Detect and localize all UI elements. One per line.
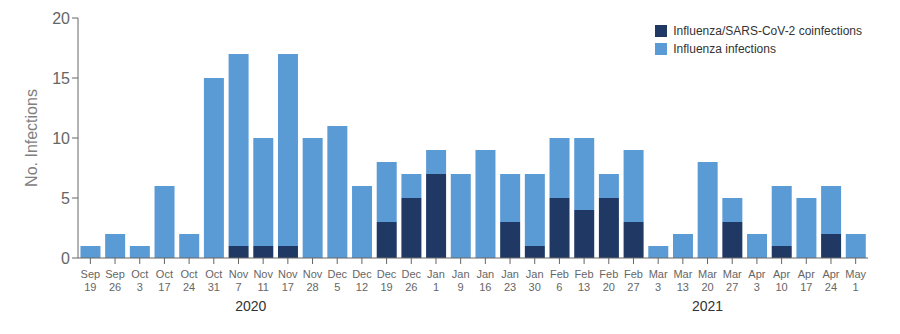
svg-text:Nov17: Nov17: [278, 268, 298, 293]
svg-text:Jan30: Jan30: [526, 268, 544, 293]
svg-text:Mar13: Mar13: [673, 268, 692, 293]
svg-text:Jan16: Jan16: [476, 268, 494, 293]
svg-text:Dec12: Dec12: [352, 268, 372, 293]
html-text:2020: 2020: [235, 298, 267, 314]
svg-text:Nov11: Nov11: [253, 268, 273, 293]
svg-text:10: 10: [52, 130, 70, 147]
html-text:Influenza/SARS-CoV-2 coinfecti: Influenza/SARS-CoV-2 coinfections: [673, 24, 862, 38]
svg-text:Mar20: Mar20: [698, 268, 717, 293]
svg-text:Feb13: Feb13: [575, 268, 594, 293]
svg-text:Apr24: Apr24: [822, 268, 839, 293]
svg-text:5: 5: [61, 190, 70, 207]
svg-text:Jan1: Jan1: [427, 268, 445, 293]
svg-text:Nov28: Nov28: [303, 268, 323, 293]
svg-text:Oct24: Oct24: [181, 268, 198, 293]
svg-text:Apr10: Apr10: [773, 268, 790, 293]
html-text:Influenza infections: Influenza infections: [673, 42, 776, 56]
svg-text:Jan23: Jan23: [501, 268, 519, 293]
svg-text:Dec19: Dec19: [377, 268, 397, 293]
svg-text:Feb27: Feb27: [624, 268, 643, 293]
svg-text:May1: May1: [845, 268, 866, 293]
svg-text:15: 15: [52, 70, 70, 87]
svg-text:Oct3: Oct3: [131, 268, 148, 293]
svg-text:Apr17: Apr17: [798, 268, 815, 293]
svg-text:Jan9: Jan9: [452, 268, 470, 293]
svg-text:Feb6: Feb6: [550, 268, 569, 293]
svg-text:Mar27: Mar27: [723, 268, 742, 293]
svg-text:Oct31: Oct31: [205, 268, 222, 293]
svg-text:Feb20: Feb20: [599, 268, 618, 293]
svg-text:Oct17: Oct17: [156, 268, 173, 293]
svg-text:20: 20: [52, 10, 70, 27]
svg-text:0: 0: [61, 250, 70, 267]
svg-text:Sep19: Sep19: [81, 268, 101, 293]
svg-text:Dec26: Dec26: [402, 268, 422, 293]
svg-text:Dec5: Dec5: [327, 268, 347, 293]
svg-text:Mar3: Mar3: [649, 268, 668, 293]
svg-text:No. Infections: No. Infections: [23, 89, 40, 187]
html-text:2021: 2021: [692, 298, 724, 314]
svg-text:Nov7: Nov7: [229, 268, 249, 293]
svg-text:Apr3: Apr3: [748, 268, 765, 293]
svg-text:Sep26: Sep26: [105, 268, 125, 293]
